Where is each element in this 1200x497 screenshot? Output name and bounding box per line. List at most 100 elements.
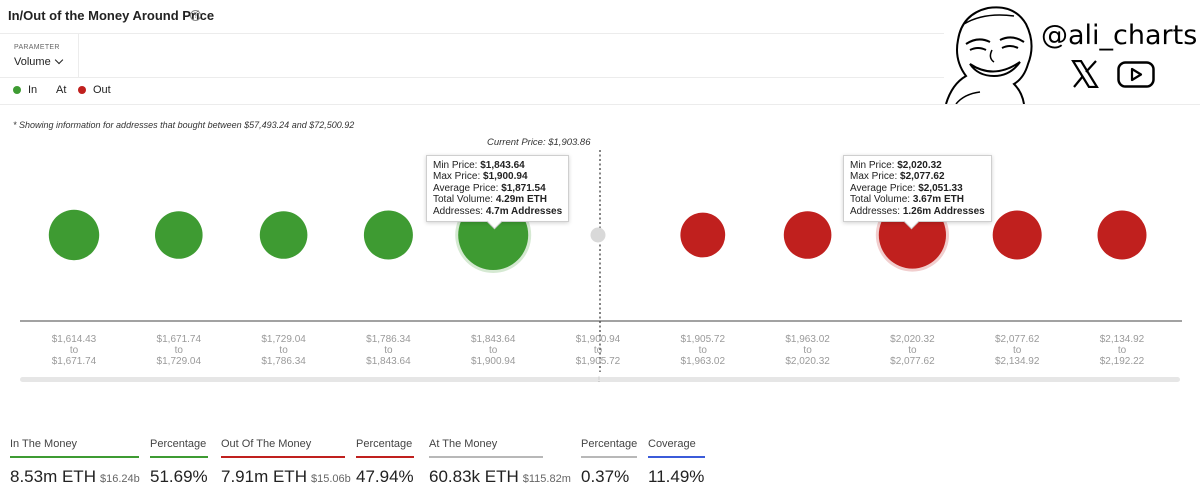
tick-label: $1,729.04	[261, 334, 306, 345]
tooltip-key: Total Volume:	[433, 194, 496, 206]
tooltip-row: Total Volume: 3.67m ETH	[850, 194, 985, 205]
x-logo-icon[interactable]	[1070, 60, 1100, 88]
stat-label: Percentage	[150, 438, 207, 450]
tick-label: $1,729.04	[157, 356, 202, 367]
stat-card: Percentage 51.69%	[150, 438, 208, 487]
tick-label: $2,134.92	[1100, 334, 1145, 345]
tick-label-to: to	[1013, 345, 1022, 356]
stat-sub-value: $15.06b	[310, 473, 351, 485]
bubble-chart: $1,614.43to$1,671.74$1,671.74to$1,729.04…	[20, 150, 1182, 372]
tick-label: $1,671.74	[52, 356, 97, 367]
parameter-select[interactable]: Volume	[14, 55, 63, 68]
stat-value: 60.83k ETH $115.82m	[429, 467, 571, 487]
tick-label: $1,786.34	[261, 356, 306, 367]
bubble-in[interactable]	[155, 211, 203, 259]
tick-label-to: to	[699, 345, 708, 356]
legend-out-label: Out	[93, 84, 111, 96]
stat-value: 0.37%	[581, 467, 637, 487]
divider	[0, 33, 1200, 34]
tick-label-to: to	[384, 345, 393, 356]
tick-label: $1,900.94	[576, 334, 621, 345]
cartoon-face-avatar	[945, 6, 1033, 105]
bubble-out[interactable]	[680, 212, 726, 258]
tooltip-bucket-2020: Min Price: $2,020.32 Max Price: $2,077.62…	[843, 155, 992, 230]
bubble-in[interactable]	[48, 209, 100, 261]
stat-value-text: 11.49%	[648, 467, 705, 486]
tooltip-value: $2,020.32	[897, 160, 942, 171]
branding-panel	[944, 0, 1200, 105]
legend-at[interactable]: At	[56, 84, 66, 96]
stat-underline	[221, 456, 345, 458]
stat-value-text: 51.69%	[150, 467, 208, 486]
stat-label: Percentage	[581, 438, 638, 450]
tooltip-value: 4.7m Addresses	[485, 205, 563, 217]
tooltip-value: 3.67m ETH	[912, 194, 964, 206]
stat-value: 8.53m ETH $16.24b	[10, 467, 140, 487]
stat-label: At The Money	[429, 438, 498, 450]
tick-label-to: to	[1118, 345, 1127, 356]
tooltip-value: $1,843.64	[480, 160, 525, 171]
tick-label-to: to	[175, 345, 184, 356]
tick-label-to: to	[279, 345, 288, 356]
tick-label: $1,614.43	[52, 334, 97, 345]
tooltip-row: Max Price: $1,900.94	[433, 171, 562, 182]
tick-label-to: to	[908, 345, 917, 356]
divider	[0, 77, 1200, 78]
tooltip-value: $1,900.94	[483, 171, 528, 183]
current-price-label: Current Price: $1,903.86	[487, 137, 591, 148]
tooltip-key: Addresses:	[433, 205, 486, 217]
legend-in[interactable]: In	[13, 84, 37, 96]
bubble-out[interactable]	[783, 211, 832, 259]
tick-label-to: to	[70, 345, 79, 356]
stat-value: 7.91m ETH $15.06b	[221, 467, 351, 487]
tooltip-row: Min Price: $2,020.32	[850, 160, 985, 171]
chart-scrollbar[interactable]	[20, 377, 1180, 382]
stat-card: In The Money 8.53m ETH $16.24b	[10, 438, 140, 487]
tick-label-to: to	[803, 345, 812, 356]
tick-label-to: to	[594, 345, 603, 356]
stat-underline	[648, 456, 705, 458]
tick-label: $2,077.62	[890, 356, 935, 367]
legend-in-label: In	[28, 84, 38, 96]
stat-value: 51.69%	[150, 467, 208, 487]
tick-label: $1,963.02	[681, 356, 726, 367]
question-circle-icon[interactable]: ?	[190, 10, 201, 21]
tooltip-value: $2,077.62	[900, 171, 945, 183]
bubble-out[interactable]	[1097, 210, 1147, 260]
legend-out-dot	[78, 86, 86, 94]
tick-label: $1,671.74	[157, 334, 202, 345]
bubble-in[interactable]	[363, 210, 413, 260]
bubble-out[interactable]	[992, 210, 1042, 260]
tooltip-key: Average Price:	[433, 182, 502, 194]
tooltip-row: Max Price: $2,077.62	[850, 171, 985, 182]
tick-label: $1,900.94	[471, 356, 516, 367]
stat-value-text: 0.37%	[581, 467, 630, 486]
page-title: In/Out of the Money Around Price	[8, 8, 215, 23]
stat-value-text: 47.94%	[356, 467, 414, 486]
youtube-icon[interactable]	[1117, 61, 1155, 88]
tooltip-key: Min Price:	[850, 160, 898, 171]
stat-value-text: 60.83k ETH	[429, 467, 519, 486]
stat-value: 47.94%	[356, 467, 414, 487]
tooltip-key: Average Price:	[850, 182, 919, 194]
bubble-at[interactable]	[590, 227, 606, 243]
tooltip-row: Average Price: $1,871.54	[433, 183, 562, 194]
tick-label: $2,020.32	[785, 356, 830, 367]
tooltip-row: Total Volume: 4.29m ETH	[433, 194, 562, 205]
tick-label: $1,786.34	[366, 334, 411, 345]
tick-label: $1,843.64	[471, 334, 516, 345]
stat-label: In The Money	[10, 438, 78, 450]
stat-label: Coverage	[648, 438, 696, 450]
twitter-handle: @ali_charts	[1041, 20, 1198, 51]
tooltip-key: Min Price:	[433, 160, 481, 171]
legend-out[interactable]: Out	[78, 84, 111, 96]
bubble-in[interactable]	[259, 211, 308, 259]
scroll-grip-icon[interactable]: ⋮	[596, 377, 602, 383]
stat-value-text: 8.53m ETH	[10, 467, 96, 486]
legend-in-dot	[13, 86, 21, 94]
tick-label: $2,077.62	[995, 334, 1040, 345]
tooltip-key: Total Volume:	[850, 194, 913, 206]
tick-label: $1,905.72	[681, 334, 726, 345]
tooltip-value: $2,051.33	[918, 182, 963, 194]
stat-underline	[150, 456, 208, 458]
